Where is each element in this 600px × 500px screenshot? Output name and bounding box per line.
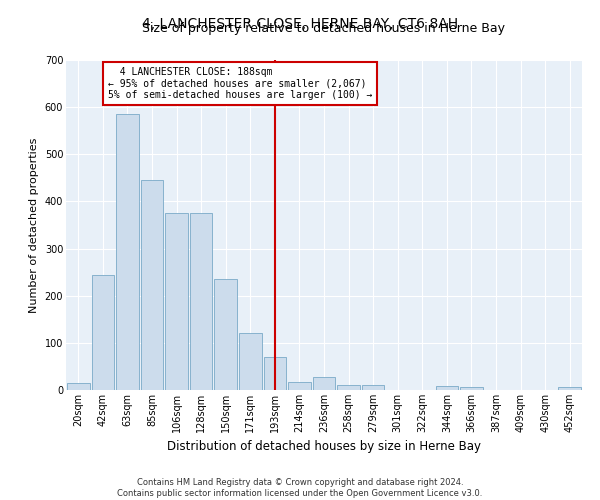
Bar (362, 386, 385, 390)
Bar (559, 387, 581, 390)
X-axis label: Distribution of detached houses by size in Herne Bay: Distribution of detached houses by size … (167, 440, 481, 454)
Title: Size of property relative to detached houses in Herne Bay: Size of property relative to detached ho… (143, 22, 505, 35)
Bar (116, 114, 139, 390)
Bar (436, 386, 458, 390)
Bar (92, 274, 114, 390)
Bar (239, 334, 262, 390)
Bar (214, 279, 237, 390)
Bar (263, 357, 286, 390)
Y-axis label: Number of detached properties: Number of detached properties (29, 138, 39, 312)
Bar (140, 180, 163, 390)
Bar (288, 382, 311, 390)
Bar (337, 386, 360, 390)
Text: 4 LANCHESTER CLOSE: 188sqm
← 95% of detached houses are smaller (2,067)
5% of se: 4 LANCHESTER CLOSE: 188sqm ← 95% of deta… (108, 67, 372, 100)
Bar (460, 387, 483, 390)
Bar (165, 213, 188, 390)
Bar (67, 383, 89, 390)
Bar (190, 213, 212, 390)
Bar (313, 377, 335, 390)
Text: Contains HM Land Registry data © Crown copyright and database right 2024.
Contai: Contains HM Land Registry data © Crown c… (118, 478, 482, 498)
Text: 4, LANCHESTER CLOSE, HERNE BAY, CT6 8AH: 4, LANCHESTER CLOSE, HERNE BAY, CT6 8AH (142, 18, 458, 32)
